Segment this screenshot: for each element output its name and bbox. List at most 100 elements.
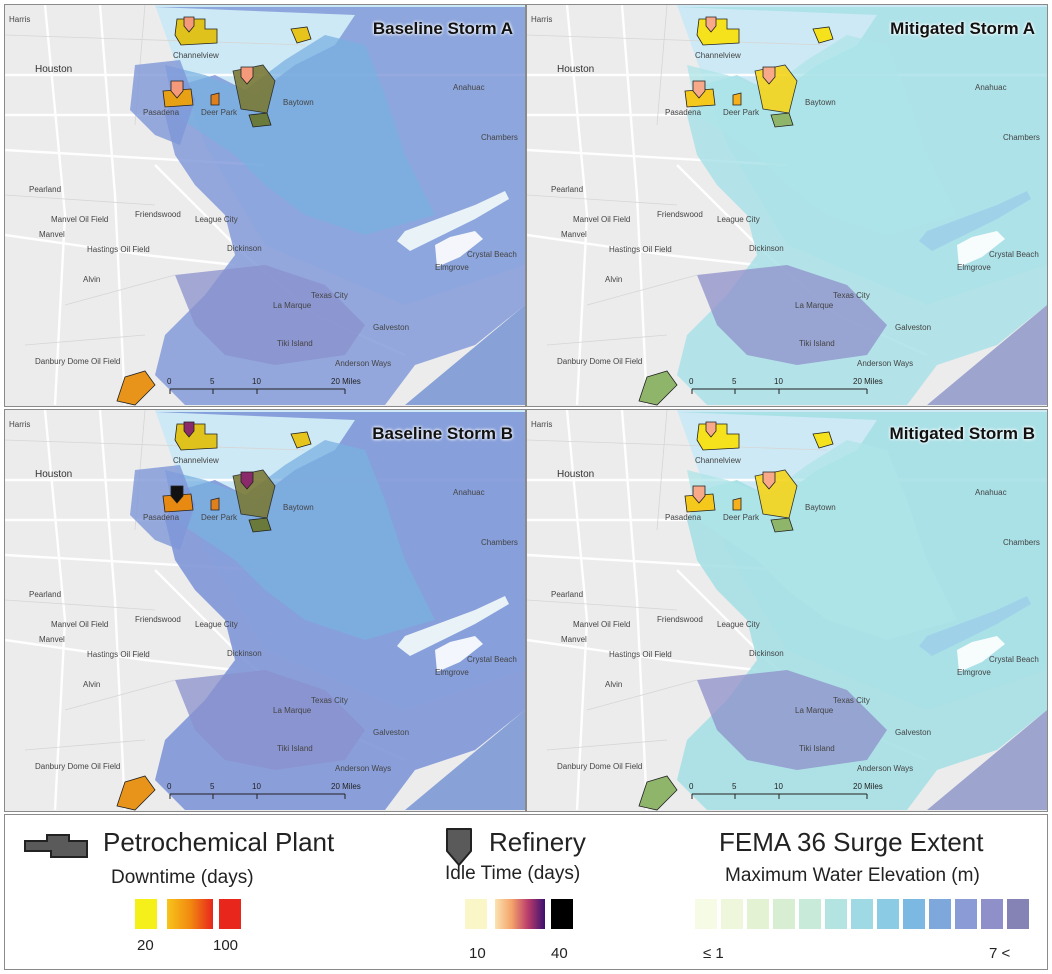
place-label-galveston: Galveston — [895, 323, 932, 332]
plant-deerpark — [210, 92, 220, 106]
place-label-baytown: Baytown — [283, 98, 314, 107]
scale-bar — [169, 793, 346, 799]
place-label-pearland: Pearland — [29, 590, 62, 599]
panel-title: Baseline Storm B — [372, 424, 513, 443]
place-label-pearland: Pearland — [551, 590, 584, 599]
plant-swatch-high — [219, 899, 241, 929]
place-label-deer-park: Deer Park — [201, 108, 238, 117]
place-label-hastings-oil-field: Hastings Oil Field — [609, 245, 672, 254]
plant-deerpark — [732, 497, 742, 511]
refinery-baytown — [240, 471, 254, 490]
refinery-swatch-mid — [495, 899, 545, 929]
surge-gulf — [405, 305, 525, 405]
place-label-pasadena: Pasadena — [143, 108, 180, 117]
plant-deerpark — [210, 497, 220, 511]
plant-east — [290, 431, 312, 449]
place-label-elmgrove: Elmgrove — [435, 668, 469, 677]
place-label-chambers: Chambers — [1003, 133, 1040, 142]
place-label-deer-park: Deer Park — [723, 513, 760, 522]
place-label-danbury-dome-oil-field: Danbury Dome Oil Field — [557, 762, 643, 771]
place-label-crystal-beach: Crystal Beach — [467, 655, 517, 664]
place-label-friendswood: Friendswood — [135, 615, 181, 624]
place-label-texas-city: Texas City — [833, 291, 870, 300]
surge-bay — [165, 35, 435, 235]
plant-east — [290, 26, 312, 44]
plant-south — [638, 775, 678, 811]
surge-swatch — [981, 899, 1003, 929]
place-label-chambers: Chambers — [481, 538, 518, 547]
place-label-crystal-beach: Crystal Beach — [989, 655, 1039, 664]
surge-swatch — [721, 899, 743, 929]
place-label-elmgrove: Elmgrove — [957, 668, 991, 677]
refinery-swatch-low — [465, 899, 487, 929]
surge-south — [697, 265, 887, 365]
place-label-alvin: Alvin — [605, 680, 623, 689]
refinery-legend-title: Refinery — [489, 827, 586, 857]
place-label-la-marque: La Marque — [273, 301, 312, 310]
place-label-tiki-island: Tiki Island — [799, 744, 835, 753]
place-label-baytown: Baytown — [283, 503, 314, 512]
place-label-anderson-ways: Anderson Ways — [857, 764, 914, 773]
surge-swatch — [877, 899, 899, 929]
place-label-galveston: Galveston — [373, 728, 410, 737]
place-label-friendswood: Friendswood — [657, 210, 703, 219]
map-panel-mitigated-storm-b: Mitigated Storm B Harris Houston Channelvie… — [526, 409, 1048, 812]
place-label-crystal-beach: Crystal Beach — [467, 250, 517, 259]
place-label-elmgrove: Elmgrove — [435, 263, 469, 272]
scale-tick: 10 — [774, 377, 783, 386]
place-label-hastings-oil-field: Hastings Oil Field — [87, 650, 150, 659]
plant-legend-min: 20 — [137, 937, 154, 954]
plant-baytown-south — [248, 112, 272, 128]
bolivar-land — [919, 191, 1031, 251]
place-label-manvel-oil-field: Manvel Oil Field — [573, 215, 631, 224]
plant-legend-subtitle: Downtime (days) — [111, 867, 254, 888]
scale-tick: 5 — [732, 377, 737, 386]
map-panel-mitigated-storm-a: Mitigated Storm A Harris Houston Channelvie… — [526, 4, 1048, 407]
bay-island — [435, 636, 483, 672]
refinery-pasadena — [170, 80, 184, 99]
place-label-houston: Houston — [557, 64, 595, 75]
place-label-la-marque: La Marque — [273, 706, 312, 715]
place-label-channelview: Channelview — [695, 456, 741, 465]
scale-tick: 5 — [210, 377, 215, 386]
place-label-elmgrove: Elmgrove — [957, 263, 991, 272]
scale-tick: 0 — [689, 782, 694, 791]
place-label-tiki-island: Tiki Island — [277, 744, 313, 753]
surge-legend-min: ≤ 1 — [703, 945, 724, 962]
surge-swatch — [903, 899, 925, 929]
place-label-channelview: Channelview — [695, 51, 741, 60]
place-label-channelview: Channelview — [173, 456, 219, 465]
panel-title: Mitigated Storm A — [890, 19, 1035, 38]
place-label-deer-park: Deer Park — [723, 108, 760, 117]
place-label-alvin: Alvin — [83, 275, 101, 284]
place-label-houston: Houston — [35, 64, 73, 75]
place-label-friendswood: Friendswood — [135, 210, 181, 219]
scale-tick: 20 Miles — [331, 782, 361, 791]
place-label-baytown: Baytown — [805, 503, 836, 512]
scale-tick: 5 — [732, 782, 737, 791]
surge-legend-max: 7 < — [989, 945, 1011, 962]
place-label-tiki-island: Tiki Island — [277, 339, 313, 348]
place-label-pasadena: Pasadena — [143, 513, 180, 522]
petrochemical-plant-icon — [24, 834, 88, 858]
surge-gulf — [927, 710, 1047, 810]
place-label-tiki-island: Tiki Island — [799, 339, 835, 348]
refinery-swatch-high — [551, 899, 573, 929]
plant-east — [812, 26, 834, 44]
map-panel-baseline-storm-b: Baseline Storm B Harris Houston Channelview… — [4, 409, 526, 812]
refinery-baytown — [762, 471, 776, 490]
bay-island — [957, 231, 1005, 267]
place-label-harris: Harris — [9, 15, 31, 24]
place-label-galveston: Galveston — [373, 323, 410, 332]
scale-tick: 0 — [167, 377, 172, 386]
surge-swatch — [929, 899, 951, 929]
surge-bay — [687, 35, 957, 235]
place-label-danbury-dome-oil-field: Danbury Dome Oil Field — [35, 762, 121, 771]
scale-bar — [691, 388, 868, 394]
refinery-legend-subtitle: Idle Time (days) — [445, 863, 581, 884]
place-label-harris: Harris — [531, 420, 553, 429]
map-panel-baseline-storm-a: Baseline Storm A Harris Houston Channelview… — [4, 4, 526, 407]
place-label-pearland: Pearland — [29, 185, 62, 194]
scale-tick: 20 Miles — [853, 377, 883, 386]
place-label-houston: Houston — [35, 469, 73, 480]
